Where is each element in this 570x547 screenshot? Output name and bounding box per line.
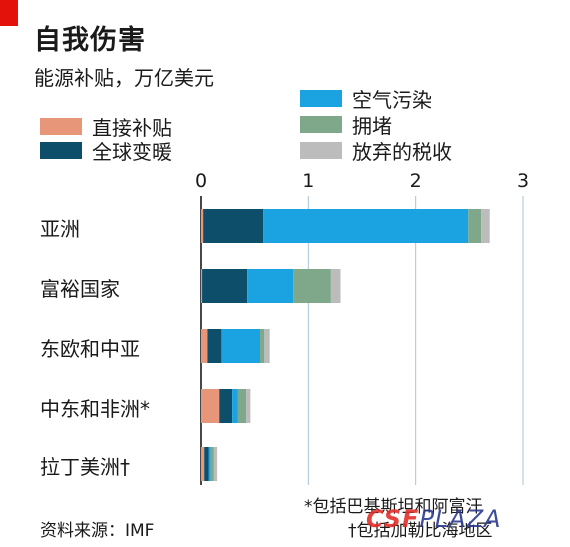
category-label: 富裕国家	[40, 277, 120, 301]
legend-swatch	[300, 142, 342, 159]
bar-segment	[232, 389, 238, 423]
watermark-tail: PLAZA	[419, 505, 502, 533]
bar-segment	[208, 447, 211, 481]
bar-segment	[204, 447, 209, 481]
bar-segment	[203, 209, 264, 243]
x-tick-label: 3	[516, 170, 530, 192]
chart-subtitle: 能源补贴，万亿美元	[34, 66, 214, 90]
bar-segment	[201, 329, 208, 363]
footnote-dagger: †包括加勒比海地区	[348, 521, 493, 541]
watermark-main: CSF	[366, 505, 420, 533]
bar-segment	[247, 269, 294, 303]
category-label: 中东和非洲*	[40, 397, 150, 421]
category-label: 拉丁美洲†	[40, 455, 130, 479]
legend-label: 直接补贴	[92, 116, 172, 140]
bar-segment	[210, 447, 214, 481]
bar-segment	[263, 209, 469, 243]
legend-item-air-pollution: 空气污染	[300, 84, 432, 113]
bar-segment	[202, 269, 248, 303]
bar-segment	[207, 329, 222, 363]
legend-swatch	[300, 116, 342, 133]
bar-segment	[246, 389, 251, 423]
legend-label: 空气污染	[352, 88, 432, 112]
bar-segment	[221, 329, 261, 363]
bar-segment	[201, 209, 204, 243]
legend-item-global-warming: 全球变暖	[40, 136, 172, 165]
bar-segment	[201, 447, 205, 481]
legend-item-forgone-tax: 放弃的税收	[300, 136, 452, 165]
bar-segment	[264, 329, 270, 363]
bar-segment	[293, 269, 331, 303]
legend-item-direct-subsidy: 直接补贴	[40, 112, 172, 141]
x-tick-label: 1	[302, 170, 315, 192]
category-label: 亚洲	[40, 217, 80, 241]
bar-segment	[468, 209, 482, 243]
legend-label: 全球变暖	[92, 140, 172, 164]
bar-segment	[260, 329, 265, 363]
brand-red-tag	[0, 0, 18, 26]
source-note: 资料来源：IMF	[40, 521, 155, 541]
chart-title: 自我伤害	[34, 25, 146, 56]
bar-segment	[219, 389, 233, 423]
watermark-logo: CSFPLAZA	[366, 505, 502, 533]
bar-segment	[201, 269, 203, 303]
x-tick-label: 2	[409, 170, 422, 192]
x-tick-label: 0	[194, 170, 208, 192]
bar-segment	[330, 269, 341, 303]
bar-segment	[237, 389, 247, 423]
bar-segment	[213, 447, 218, 481]
bar-segment	[481, 209, 490, 243]
category-label: 东欧和中亚	[40, 337, 140, 361]
legend-swatch	[300, 90, 342, 107]
legend-swatch	[40, 142, 82, 159]
footnote-asterisk: *包括巴基斯坦和阿富汗	[304, 497, 483, 517]
legend-item-congestion: 拥堵	[300, 110, 392, 139]
legend-swatch	[40, 118, 82, 135]
legend-label: 拥堵	[352, 114, 392, 138]
bar-segment	[201, 389, 220, 423]
legend-label: 放弃的税收	[352, 140, 452, 164]
